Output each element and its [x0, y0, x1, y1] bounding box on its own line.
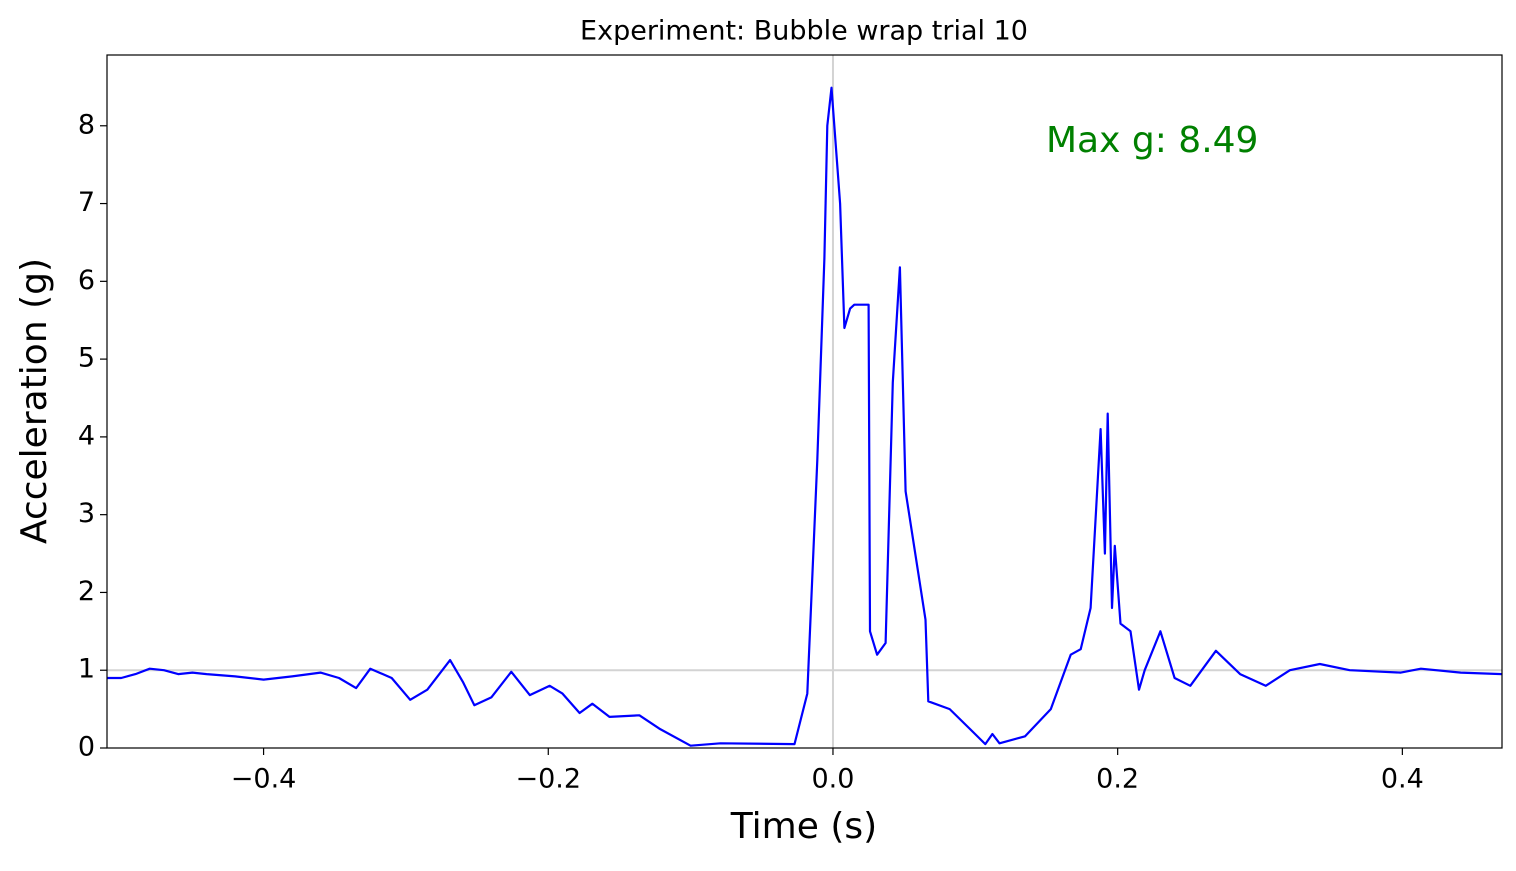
- y-tick-label: 2: [78, 576, 95, 607]
- plot-frame: [106, 54, 1503, 749]
- x-tick-label: 0.4: [1381, 764, 1424, 795]
- y-tick-label: 3: [78, 498, 95, 529]
- y-tick-label: 4: [78, 420, 95, 451]
- x-tick-label: −0.2: [515, 764, 581, 795]
- x-tick-label: 0.0: [811, 764, 854, 795]
- y-axis-label: Acceleration (g): [14, 258, 55, 544]
- y-tick-label: 7: [78, 187, 95, 218]
- y-tick-label: 8: [78, 109, 95, 140]
- data-line: [107, 86, 1503, 747]
- chart-title: Experiment: Bubble wrap trial 10: [580, 16, 1028, 47]
- annotation: Max g: 8.49: [1046, 120, 1258, 161]
- x-axis-label: Time (s): [730, 806, 877, 847]
- y-tick-label: 5: [78, 343, 95, 374]
- x-tick-label: −0.4: [231, 764, 297, 795]
- y-tick-label: 0: [78, 732, 95, 763]
- x-tick-label: 0.2: [1096, 764, 1139, 795]
- y-tick-label: 1: [78, 654, 95, 685]
- y-tick-label: 6: [78, 265, 95, 296]
